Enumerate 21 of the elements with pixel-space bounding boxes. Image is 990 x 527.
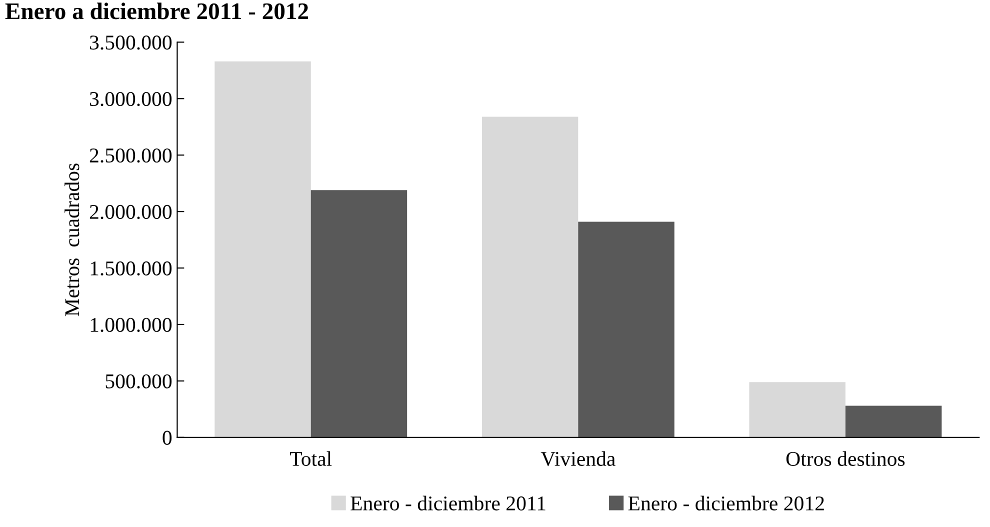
- y-tick-label: 3.500.000: [90, 36, 172, 50]
- bar: [845, 406, 942, 438]
- x-tick-label: Otros destinos: [786, 451, 905, 466]
- bar: [749, 382, 846, 438]
- bar: [310, 190, 408, 438]
- bar: [578, 222, 674, 438]
- y-tick-label: 1.000.000: [90, 318, 172, 332]
- x-tick-label: Vivienda: [540, 451, 616, 466]
- y-tick-label: 1.500.000: [90, 261, 172, 276]
- x-tick-label: Total: [290, 451, 332, 466]
- y-axis-title: Metros cuadrados: [64, 164, 80, 316]
- y-tick-label: 0: [162, 430, 172, 445]
- y-tick-label: 3.000.000: [90, 92, 172, 106]
- y-tick-label: 2.000.000: [90, 204, 172, 220]
- bar: [482, 116, 578, 438]
- legend-label: Enero - diciembre 2011: [350, 496, 546, 510]
- y-tick-label: 2.500.000: [90, 148, 172, 163]
- chart-title: Enero a diciembre 2011 - 2012: [5, 2, 308, 20]
- legend-label: Enero - diciembre 2012: [628, 496, 824, 510]
- bar: [214, 61, 311, 438]
- y-tick-label: 500.000: [106, 374, 172, 388]
